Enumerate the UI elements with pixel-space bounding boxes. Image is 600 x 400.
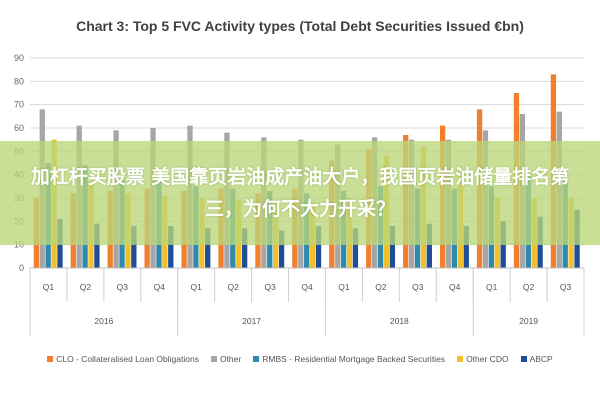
- year-label: 2016: [94, 316, 113, 326]
- x-tick-label: Q3: [264, 282, 276, 292]
- x-tick-label: Q1: [43, 282, 55, 292]
- year-label: 2018: [390, 316, 409, 326]
- legend-label: RMBS - Residential Mortgage Backed Secur…: [262, 354, 446, 364]
- legend-swatch: [210, 356, 217, 362]
- x-tick-label: Q3: [560, 282, 572, 292]
- legend-item: CLO - Collateralised Loan Obligations: [47, 354, 199, 364]
- bar: [315, 226, 322, 268]
- legend-label: CLO - Collateralised Loan Obligations: [56, 354, 199, 364]
- chart-legend: CLO - Collateralised Loan Obligations Oth…: [0, 346, 600, 372]
- legend-label: Other CDO: [466, 354, 509, 364]
- legend-item: Other CDO: [457, 354, 509, 364]
- overlay-banner[interactable]: 加杠杆买股票 美国靠页岩油成产油大户，我国页岩油储量排名第三，为何不大力开采？: [0, 141, 600, 245]
- y-tick-label: 70: [14, 100, 24, 110]
- bar: [389, 226, 396, 268]
- legend-swatch: [520, 356, 527, 362]
- y-tick-label: 60: [14, 123, 24, 133]
- x-tick-label: Q2: [227, 282, 239, 292]
- chart-title: Chart 3: Top 5 FVC Activity types (Total…: [76, 18, 524, 34]
- bar: [426, 223, 432, 268]
- x-tick-label: Q1: [338, 282, 350, 292]
- year-label: 2019: [519, 316, 538, 326]
- x-tick-label: Q1: [486, 282, 498, 292]
- y-tick-label: 80: [14, 76, 24, 86]
- overlay-headline[interactable]: 加杠杆买股票 美国靠页岩油成产油大户，我国页岩油储量排名第三，为何不大力开采？: [30, 166, 570, 220]
- legend-swatch: [253, 356, 260, 362]
- x-tick-label: Q2: [375, 282, 387, 292]
- year-label: 2017: [242, 316, 261, 326]
- legend-item: Other: [210, 354, 242, 364]
- legend-swatch: [47, 356, 54, 362]
- y-tick-label: 0: [19, 263, 24, 273]
- x-tick-label: Q1: [191, 282, 203, 292]
- bar: [131, 226, 137, 268]
- x-tick-label: Q4: [154, 282, 166, 292]
- legend-swatch: [457, 356, 464, 362]
- x-tick-label: Q3: [117, 282, 129, 292]
- x-tick-label: Q4: [301, 282, 313, 292]
- bar: [168, 226, 174, 268]
- bar: [241, 228, 248, 268]
- legend-label: Other: [219, 354, 242, 364]
- bar: [278, 230, 285, 268]
- x-tick-label: Q2: [80, 282, 92, 292]
- bar: [352, 228, 359, 268]
- x-tick-label: Q4: [449, 282, 461, 292]
- bar: [94, 223, 100, 268]
- bar: [463, 226, 469, 268]
- x-tick-label: Q3: [412, 282, 424, 292]
- legend-label: ABCP: [529, 354, 553, 364]
- bar: [205, 228, 211, 268]
- legend-item: ABCP: [520, 354, 553, 364]
- x-tick-label: Q2: [523, 282, 535, 292]
- legend-item: RMBS - Residential Mortgage Backed Secur…: [253, 354, 445, 364]
- y-tick-label: 90: [14, 53, 24, 63]
